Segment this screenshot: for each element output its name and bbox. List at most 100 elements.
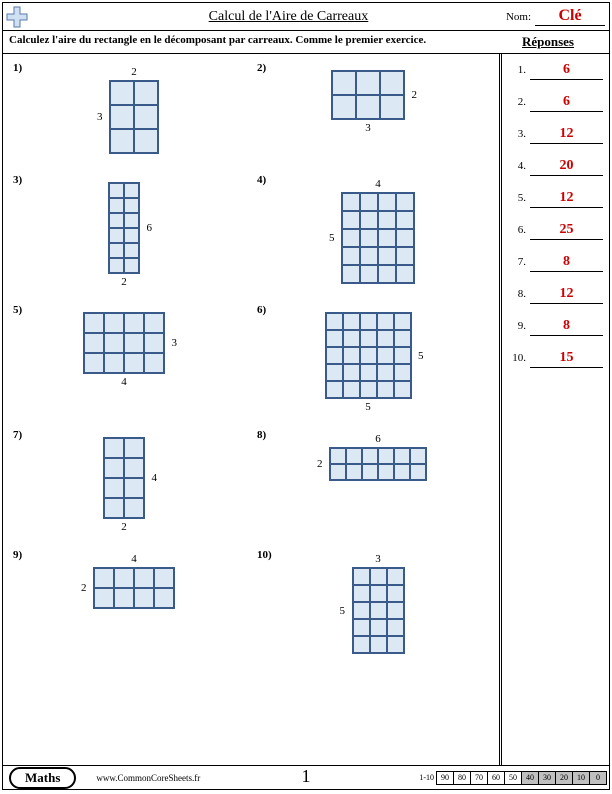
grid-block: 24 — [103, 437, 145, 519]
answer-number: 5. — [508, 192, 526, 204]
dimension-label: 3 — [375, 553, 381, 565]
answer-row: 8.12 — [508, 286, 603, 304]
tile-cell — [360, 193, 378, 211]
tile-cell — [353, 636, 370, 653]
problem-row: 1)232)32 — [7, 60, 495, 164]
tile-grid — [341, 192, 415, 284]
answer-row: 5.12 — [508, 190, 603, 208]
tile-cell — [346, 464, 362, 480]
grid-wrap: 45 — [255, 178, 491, 288]
answer-number: 9. — [508, 320, 526, 332]
tile-grid — [331, 70, 405, 120]
problem: 10)35 — [251, 547, 495, 664]
tile-grid — [83, 312, 165, 374]
tile-cell — [410, 464, 426, 480]
answer-value: 12 — [530, 190, 603, 208]
tile-cell — [360, 247, 378, 265]
grid-block: 42 — [93, 567, 175, 609]
tile-cell — [343, 381, 360, 398]
tile-cell — [110, 129, 134, 153]
grid-block: 32 — [331, 70, 405, 120]
answer-number: 8. — [508, 288, 526, 300]
tile-cell — [104, 478, 124, 498]
grid-block: 55 — [325, 312, 412, 399]
tile-cell — [124, 333, 144, 353]
tile-cell — [124, 353, 144, 373]
tile-cell — [84, 313, 104, 333]
worksheet-page: Calcul de l'Aire de Carreaux Nom: Clé Ca… — [2, 2, 610, 790]
problem: 7)24 — [7, 427, 251, 539]
answer-value: 25 — [530, 222, 603, 240]
dimension-label: 2 — [317, 458, 323, 470]
tile-cell — [387, 636, 404, 653]
problem-number: 10) — [257, 549, 272, 561]
tile-cell — [124, 258, 139, 273]
answer-row: 6.25 — [508, 222, 603, 240]
answer-value: 20 — [530, 158, 603, 176]
dimension-label: 5 — [365, 401, 371, 413]
problems-area: 1)232)323)264)455)436)557)248)629)4210)3… — [3, 54, 499, 766]
subject-pill: Maths — [9, 767, 76, 789]
problem: 2)32 — [251, 60, 495, 164]
tile-cell — [144, 353, 164, 373]
answers-header: Réponses — [493, 34, 603, 50]
tile-cell — [154, 568, 174, 588]
tile-cell — [343, 313, 360, 330]
tile-cell — [110, 81, 134, 105]
tile-cell — [378, 464, 394, 480]
tile-cell — [144, 333, 164, 353]
tile-cell — [387, 619, 404, 636]
dimension-label: 4 — [131, 553, 137, 565]
dimension-label: 5 — [418, 350, 424, 362]
tile-cell — [326, 381, 343, 398]
tile-cell — [124, 198, 139, 213]
dimension-label: 5 — [329, 232, 335, 244]
tile-cell — [332, 95, 356, 119]
problem: 8)62 — [251, 427, 495, 539]
tile-cell — [380, 71, 404, 95]
tile-cell — [326, 330, 343, 347]
dimension-label: 2 — [412, 89, 418, 101]
tile-cell — [396, 265, 414, 283]
problem: 9) 42 — [7, 547, 251, 664]
problem: 1)23 — [7, 60, 251, 164]
tile-cell — [332, 71, 356, 95]
problem-number: 9) — [13, 549, 22, 561]
tile-cell — [377, 330, 394, 347]
answer-value: 12 — [530, 286, 603, 304]
answer-key-label: Clé — [558, 7, 581, 24]
answer-value: 6 — [530, 94, 603, 112]
dimension-label: 6 — [375, 433, 381, 445]
answers-column: 1.62.63.124.205.126.257.88.129.810.15 — [499, 54, 609, 766]
dimension-label: 3 — [97, 111, 103, 123]
tile-cell — [343, 330, 360, 347]
grid-wrap: 35 — [255, 553, 491, 658]
dimension-label: 4 — [375, 178, 381, 190]
dimension-label: 4 — [152, 472, 158, 484]
answer-number: 10. — [508, 352, 526, 364]
tile-cell — [394, 330, 411, 347]
score-box: 70 — [470, 771, 488, 785]
dimension-label: 2 — [121, 276, 127, 288]
tile-cell — [346, 448, 362, 464]
tile-cell — [134, 105, 158, 129]
name-label: Nom: — [506, 11, 531, 23]
tile-cell — [360, 265, 378, 283]
tile-cell — [394, 313, 411, 330]
tile-cell — [109, 198, 124, 213]
body: 1)232)323)264)455)436)557)248)629)4210)3… — [3, 54, 609, 766]
tile-cell — [134, 81, 158, 105]
tile-cell — [84, 333, 104, 353]
score-boxes: 9080706050403020100 — [437, 771, 607, 785]
tile-cell — [378, 193, 396, 211]
score-box: 0 — [589, 771, 607, 785]
tile-cell — [377, 364, 394, 381]
tile-cell — [410, 448, 426, 464]
grid-wrap: 43 — [11, 308, 247, 388]
tile-cell — [342, 265, 360, 283]
answer-number: 4. — [508, 160, 526, 172]
tile-cell — [360, 211, 378, 229]
tile-cell — [104, 313, 124, 333]
tile-cell — [84, 353, 104, 373]
tile-cell — [360, 313, 377, 330]
